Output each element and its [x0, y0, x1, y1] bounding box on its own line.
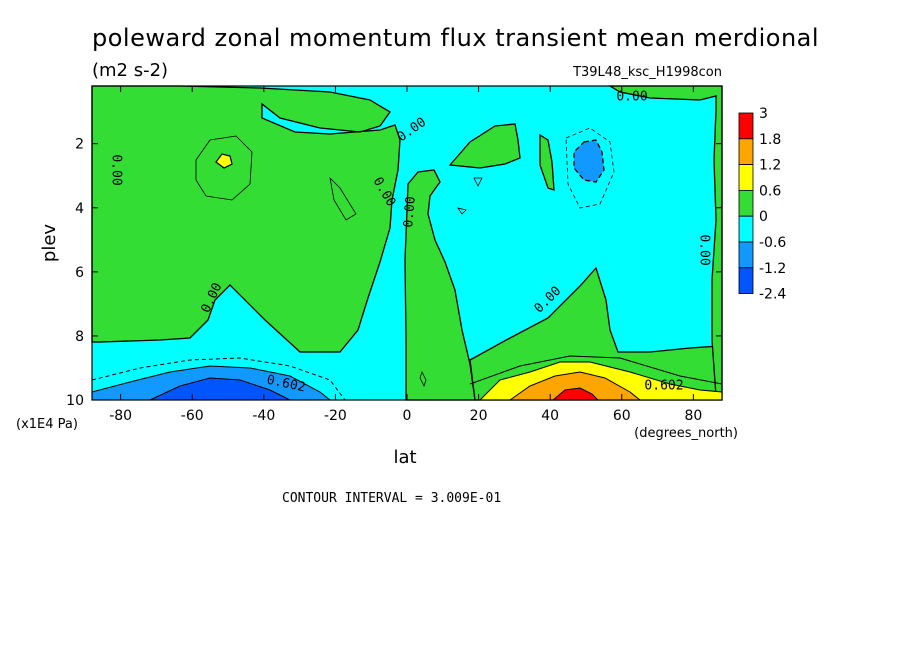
- plot-area: 0.000.000.000.000.000.00 0.000.000.602 0.6…: [66, 85, 723, 424]
- contour-small-tick-2: [457, 207, 467, 215]
- legend-swatch: [738, 164, 754, 191]
- region-positive-sh: [91, 85, 401, 353]
- x-tick-label: 80: [684, 408, 702, 424]
- y-axis-ticks: 2 4 6 8 10: [66, 137, 722, 409]
- contour-label: 0.00: [109, 154, 124, 185]
- x-tick-label: -60: [181, 408, 204, 424]
- legend-swatch: [738, 112, 754, 140]
- y-axis-units: (x1E4 Pa): [16, 417, 78, 432]
- contour-label: 0.00: [401, 196, 419, 229]
- legend-swatch: [738, 138, 754, 166]
- contour-nh-low-thin: [469, 355, 723, 385]
- contour-label: 0.602: [644, 379, 683, 394]
- x-tick-label: -20: [324, 408, 347, 424]
- x-tick-label: -40: [252, 408, 275, 424]
- contour-label: 0.00: [616, 90, 647, 105]
- x-tick-label: 60: [613, 408, 631, 424]
- contour-nh-dash-loop: [565, 127, 615, 209]
- contour-small-tick-1: [473, 177, 483, 187]
- x-axis-label: lat: [393, 447, 416, 468]
- legend-swatch: [738, 241, 754, 269]
- x-axis-ticks: -80 -60 -40 -20 0 20 40 60 80: [109, 86, 702, 424]
- color-legend: 3 1.8 1.2 0.6 0 -0.6 -1.2 -2.4: [738, 106, 786, 303]
- legend-label: -0.6: [759, 235, 786, 251]
- legend-label: 0.6: [759, 183, 781, 199]
- region-positive-equator: [404, 169, 476, 401]
- region-negative-nh-upper: [573, 139, 605, 183]
- legend-swatch: [738, 215, 754, 243]
- contour-sh-feature: [329, 176, 357, 221]
- legend-label: -2.4: [759, 287, 786, 303]
- region-positive-nh-edge: [607, 85, 723, 397]
- legend-label: 0: [759, 209, 768, 225]
- contour-label: 0.00: [697, 234, 712, 265]
- chart-title: poleward zonal momentum flux transient m…: [92, 24, 819, 52]
- region-negative-sh-low-dash: [91, 357, 346, 401]
- x-tick-label: 0: [403, 408, 412, 424]
- legend-label: -1.2: [759, 261, 786, 277]
- y-tick-label: 10: [66, 393, 84, 409]
- legend-label: 1.2: [759, 158, 781, 174]
- run-id-label: T39L48_ksc_H1998con: [572, 65, 722, 80]
- region-positive-sh-peak: [215, 153, 233, 169]
- x-axis-units: (degrees_north): [634, 426, 738, 441]
- region-positive-nh-tongue: [539, 133, 555, 191]
- region-positive-nh-upper: [448, 123, 521, 169]
- region-positive-nh-low-2: [508, 371, 642, 401]
- legend-swatch: [738, 267, 754, 294]
- x-tick-label: 40: [541, 408, 559, 424]
- legend-label: 3: [759, 106, 768, 122]
- y-tick-label: 4: [75, 201, 84, 217]
- contour-sh-loop: [195, 135, 253, 201]
- contour-interval-note: CONTOUR INTERVAL = 3.009E-01: [282, 491, 501, 506]
- chart-units: (m2 s-2): [92, 60, 168, 81]
- legend-swatch: [738, 189, 754, 217]
- y-tick-label: 2: [75, 137, 84, 153]
- x-tick-label: 20: [470, 408, 488, 424]
- y-tick-label: 8: [75, 329, 84, 345]
- y-tick-label: 6: [75, 265, 84, 281]
- legend-label: 1.8: [759, 132, 781, 148]
- y-axis-label: plev: [39, 224, 60, 263]
- contour-small-tick-3: [419, 370, 427, 388]
- x-tick-label: -80: [109, 408, 132, 424]
